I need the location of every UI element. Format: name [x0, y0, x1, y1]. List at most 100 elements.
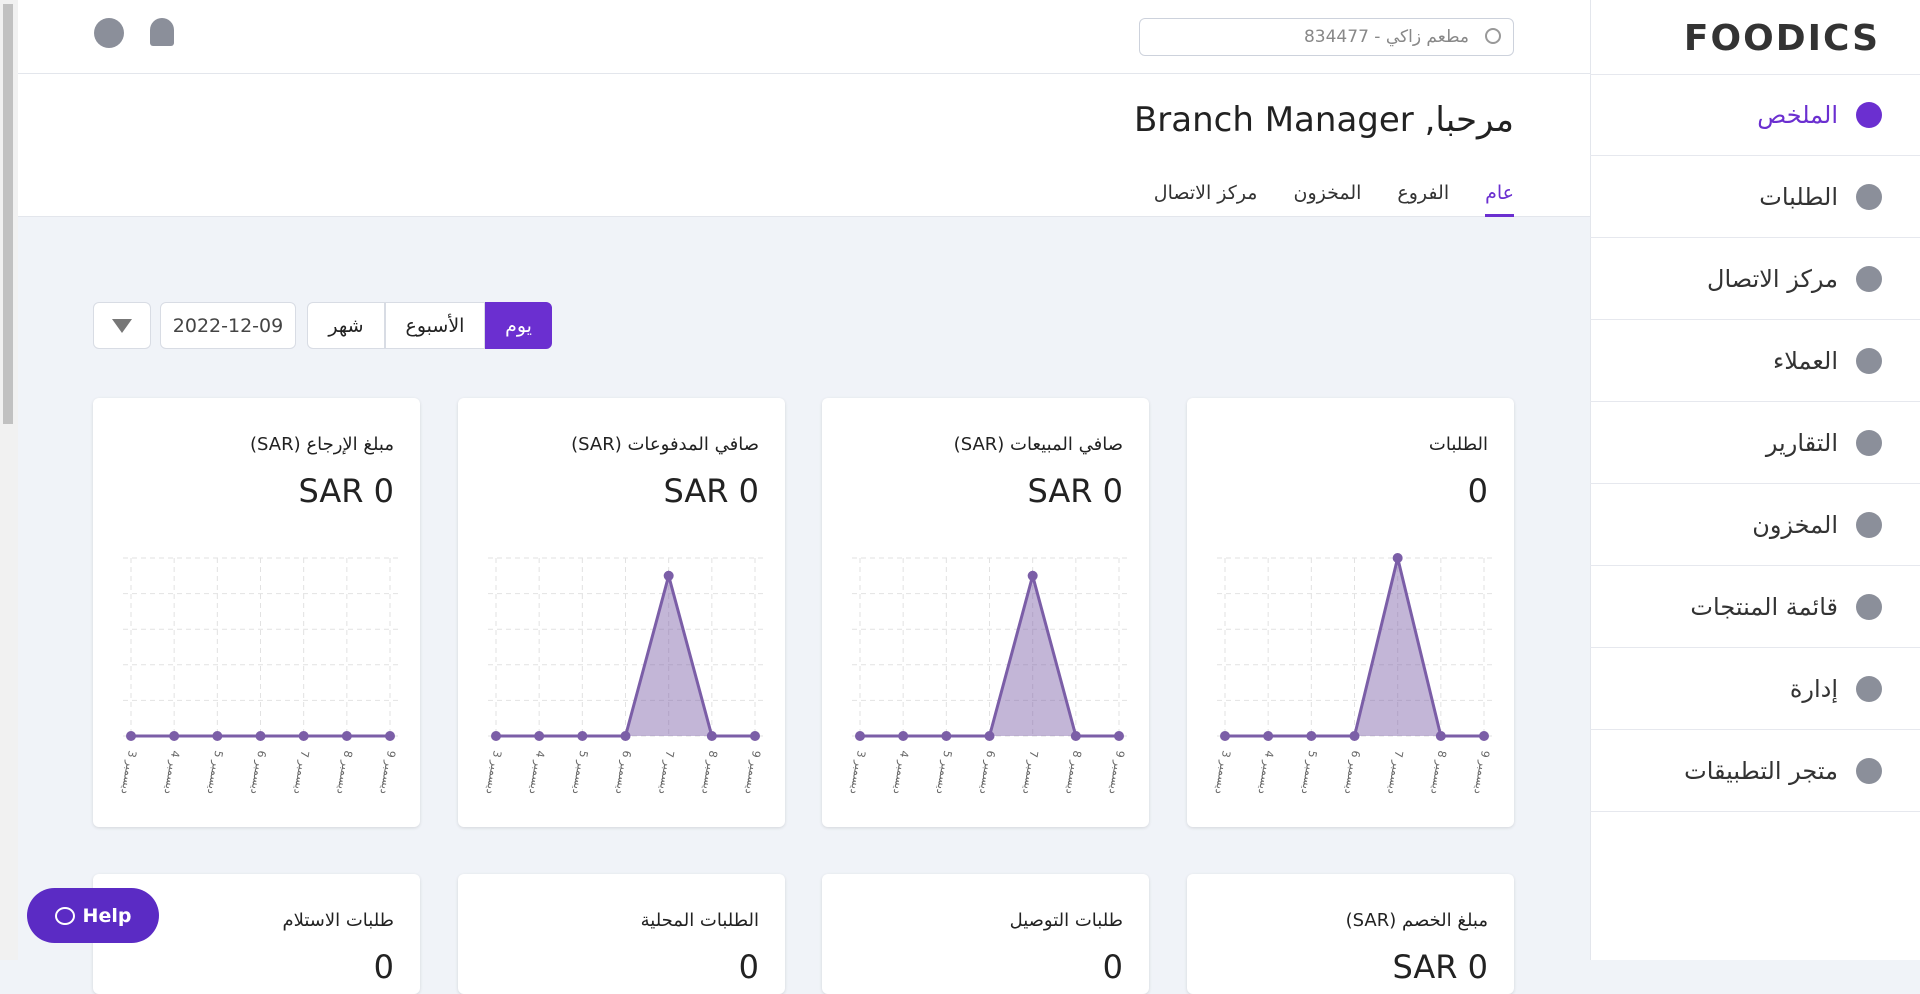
scrollbar — [0, 0, 18, 960]
menu-item[interactable]: إدارة — [1590, 648, 1920, 730]
tab[interactable]: عام — [1485, 178, 1514, 217]
menu-item[interactable]: العملاء — [1590, 320, 1920, 402]
x-tick-label: 7 ديسمبر — [656, 749, 676, 795]
area — [1225, 558, 1484, 736]
menu-label: مركز الاتصال — [1707, 264, 1838, 293]
mini-chart: 3 ديسمبر 4 ديسمبر 5 ديسمبر 6 ديسمبر 7 ديسمبر… — [1212, 553, 1492, 795]
x-tick-label: 8 ديسمبر — [1428, 749, 1448, 795]
menu-item[interactable]: الملخص — [1590, 74, 1920, 156]
point — [534, 731, 545, 741]
card-title: طلبات الاستلام — [282, 910, 394, 931]
point — [169, 731, 180, 741]
x-tick-label: 4 ديسمبر — [1256, 749, 1276, 795]
point — [577, 731, 588, 741]
search-box[interactable]: مطعم زاكي - 834477 — [1139, 18, 1514, 56]
x-tick-label: 4 ديسمبر — [891, 749, 911, 795]
area — [860, 575, 1119, 736]
x-tick-label: 5 ديسمبر — [934, 749, 954, 795]
menu-label: المخزون — [1752, 510, 1838, 539]
menu-icon — [1856, 265, 1882, 292]
greeting: مرحبا, Branch Manager — [1133, 100, 1514, 140]
point — [620, 731, 631, 741]
point — [941, 731, 952, 741]
x-tick-label: 6 ديسمبر — [1342, 749, 1362, 795]
bell-icon[interactable] — [150, 18, 174, 46]
menu-icon — [1856, 593, 1882, 620]
stat-card: مبلغ الإرجاع (SAR) SAR 0 3 ديسمبر 4 ديسمبر 5… — [93, 398, 420, 827]
x-tick-label: 5 ديسمبر — [205, 749, 225, 795]
x-tick-label: 3 ديسمبر — [847, 749, 867, 795]
mini-chart: 3 ديسمبر 4 ديسمبر 5 ديسمبر 6 ديسمبر 7 ديسمبر… — [847, 557, 1127, 795]
search-placeholder: مطعم زاكي - 834477 — [1303, 27, 1469, 47]
point — [385, 731, 395, 741]
menu-label: الملخص — [1757, 100, 1838, 129]
point — [663, 570, 674, 581]
period-button[interactable]: شهر — [307, 302, 385, 349]
x-tick-label: 9 ديسمبر — [377, 749, 397, 795]
menu-label: متجر التطبيقات — [1684, 756, 1838, 785]
x-tick-label: 7 ديسمبر — [1020, 749, 1040, 795]
menu-item[interactable]: التقارير — [1590, 402, 1920, 484]
menu-icon — [1856, 511, 1882, 538]
point — [491, 731, 501, 741]
menu-label: العملاء — [1772, 346, 1838, 375]
period-button[interactable]: يوم — [485, 302, 552, 349]
menu-icon — [1856, 757, 1882, 784]
tab[interactable]: الفروع — [1397, 182, 1450, 204]
menu-item[interactable]: قائمة المنتجات — [1590, 566, 1920, 648]
card-value: 0 — [1102, 948, 1123, 986]
x-tick-label: 9 ديسمبر — [1106, 749, 1126, 795]
menu-label: قائمة المنتجات — [1690, 592, 1838, 621]
menu-label: الطلبات — [1759, 182, 1838, 211]
point — [984, 731, 995, 741]
card-value: SAR 0 — [1392, 948, 1488, 986]
point — [898, 731, 909, 741]
card-title: مبلغ الخصم (SAR) — [1345, 910, 1488, 931]
x-tick-label: 5 ديسمبر — [1299, 749, 1319, 795]
x-tick-label: 7 ديسمبر — [291, 749, 311, 795]
menu-item[interactable]: المخزون — [1590, 484, 1920, 566]
x-tick-label: 5 ديسمبر — [570, 749, 590, 795]
menu-label: التقارير — [1765, 428, 1838, 457]
point — [1070, 731, 1081, 741]
line — [1225, 557, 1484, 738]
x-tick-label: 3 ديسمبر — [118, 749, 138, 795]
point — [341, 731, 352, 741]
card-title: طلبات التوصيل — [1009, 910, 1123, 931]
x-tick-label: 4 ديسمبر — [162, 749, 182, 795]
stat-card: طلبات التوصيل 0 — [822, 874, 1149, 994]
stat-card: الطلبات المحلية 0 — [458, 874, 785, 994]
area — [496, 575, 755, 736]
top-bar: مطعم زاكي - 834477 — [18, 0, 1590, 74]
point — [1349, 731, 1360, 741]
point — [1027, 570, 1038, 581]
card-title: صافي المبيعات (SAR) — [953, 434, 1123, 455]
point — [255, 731, 266, 741]
menu-label: إدارة — [1789, 674, 1838, 703]
x-tick-label: 7 ديسمبر — [1385, 749, 1405, 795]
menu-item[interactable]: متجر التطبيقات — [1590, 730, 1920, 812]
card-value: SAR 0 — [1027, 472, 1123, 510]
menu-item[interactable]: مركز الاتصال — [1590, 238, 1920, 320]
point — [1220, 731, 1230, 741]
point — [1479, 731, 1489, 741]
period-button[interactable]: الأسبوع — [385, 302, 485, 349]
x-tick-label: 6 ديسمبر — [613, 749, 633, 795]
x-tick-label: 8 ديسمبر — [334, 749, 354, 795]
menu-icon — [1856, 429, 1882, 456]
card-title: مبلغ الإرجاع (SAR) — [249, 434, 394, 455]
date-picker[interactable]: 2022-12-09 — [160, 302, 296, 349]
point — [298, 731, 309, 741]
x-tick-label: 6 ديسمبر — [977, 749, 997, 795]
help-button[interactable]: Help — [27, 888, 159, 943]
user-icon[interactable] — [94, 18, 124, 48]
tab[interactable]: المخزون — [1293, 182, 1362, 204]
point — [1263, 731, 1274, 741]
filter-button[interactable] — [93, 302, 151, 349]
tab[interactable]: مركز الاتصال — [1153, 182, 1258, 204]
point — [212, 731, 223, 741]
menu-item[interactable]: الطلبات — [1590, 156, 1920, 238]
mini-chart: 3 ديسمبر 4 ديسمبر 5 ديسمبر 6 ديسمبر 7 ديسمبر… — [118, 557, 398, 795]
stat-card: الطلبات 0 3 ديسمبر 4 ديسمبر 5 ديسمبر 6 ديسمبر… — [1187, 398, 1514, 827]
